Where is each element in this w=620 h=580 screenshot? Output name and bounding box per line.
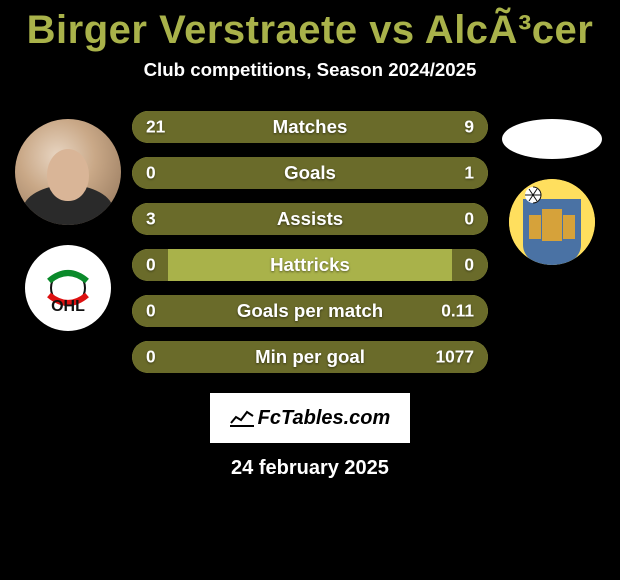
stat-row: 21 9 Matches bbox=[132, 111, 488, 143]
westerlo-logo-icon bbox=[509, 179, 595, 265]
chart-icon bbox=[230, 409, 254, 427]
stat-bars: 21 9 Matches 0 1 Goals 3 0 Assists 0 0 Hattricks 0 0.… bbox=[128, 111, 492, 373]
subtitle: Club competitions, Season 2024/2025 bbox=[0, 59, 620, 81]
stat-row: 0 1 Goals bbox=[132, 157, 488, 189]
stat-label: Assists bbox=[277, 208, 343, 230]
stat-value-left: 21 bbox=[146, 117, 165, 138]
stat-value-right: 9 bbox=[464, 117, 474, 138]
stat-row: 3 0 Assists bbox=[132, 203, 488, 235]
left-column: OHL bbox=[8, 111, 128, 331]
date: 24 february 2025 bbox=[0, 457, 620, 480]
watermark-text: FcTables.com bbox=[258, 407, 391, 430]
stat-label: Hattricks bbox=[270, 254, 350, 276]
stat-value-left: 0 bbox=[146, 347, 156, 368]
stat-value-right: 0 bbox=[464, 209, 474, 230]
stat-value-right: 1 bbox=[464, 163, 474, 184]
stat-row: 0 1077 Min per goal bbox=[132, 341, 488, 373]
main-row: OHL 21 9 Matches 0 1 Goals 3 0 Assists 0 0 Hattrick… bbox=[0, 111, 620, 373]
svg-text:OHL: OHL bbox=[51, 298, 85, 315]
stat-value-left: 3 bbox=[146, 209, 156, 230]
stat-value-left: 0 bbox=[146, 163, 156, 184]
stat-row: 0 0.11 Goals per match bbox=[132, 295, 488, 327]
stat-value-right: 0 bbox=[464, 255, 474, 276]
stat-label: Goals per match bbox=[237, 300, 383, 322]
stat-label: Matches bbox=[273, 116, 348, 138]
player-avatar-left bbox=[15, 119, 121, 225]
comparison-card: Birger Verstraete vs AlcÃ³cer Club compe… bbox=[0, 0, 620, 580]
club-logo-left: OHL bbox=[25, 245, 111, 331]
page-title: Birger Verstraete vs AlcÃ³cer bbox=[0, 8, 620, 53]
stat-row: 0 0 Hattricks bbox=[132, 249, 488, 281]
stat-value-right: 1077 bbox=[435, 347, 474, 368]
stat-value-left: 0 bbox=[146, 301, 156, 322]
ohl-logo-icon: OHL bbox=[33, 253, 103, 323]
stat-label: Goals bbox=[284, 162, 336, 184]
stat-value-left: 0 bbox=[146, 255, 156, 276]
club-logo-right bbox=[509, 179, 595, 265]
right-column bbox=[492, 111, 612, 265]
watermark: FcTables.com bbox=[210, 393, 410, 443]
stat-label: Min per goal bbox=[255, 346, 365, 368]
player-badge-right bbox=[502, 119, 602, 159]
stat-value-right: 0.11 bbox=[441, 301, 474, 322]
